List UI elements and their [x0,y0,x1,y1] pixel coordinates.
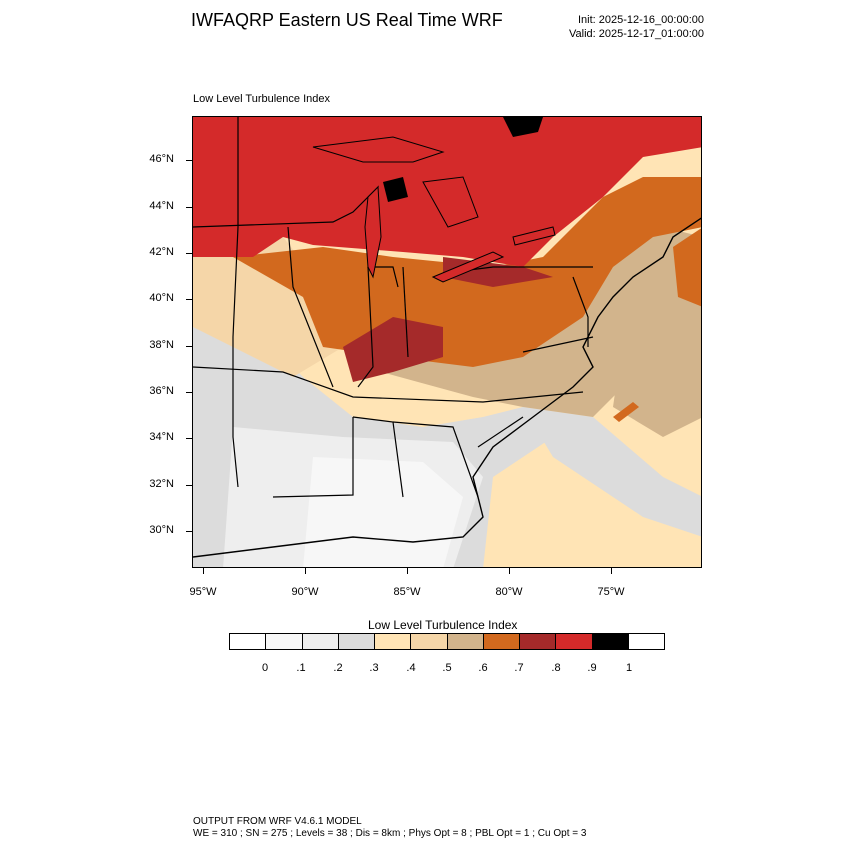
lon-label-85w: 85°W [393,586,421,598]
field-orange-east [673,228,701,307]
lat-label-32n: 32°N [149,478,174,490]
lat-tick [186,253,192,254]
model-footer: OUTPUT FROM WRF V4.6.1 MODEL WE = 310 ; … [193,816,586,840]
lake-superior [312,136,445,163]
colorbar-label: .9 [587,662,597,674]
colorbar-box [447,634,484,649]
lon-label-75w: 75°W [597,586,625,598]
valid-time: Valid: 2025-12-17_01:00:00 [569,28,704,40]
colorbar-box [411,634,448,649]
lat-tick [186,160,192,161]
lon-label-95w: 95°W [189,586,217,598]
map-title: IWFAQRP Eastern US Real Time WRF [191,10,503,30]
footer-line-1: OUTPUT FROM WRF V4.6.1 MODEL [193,816,362,827]
turbulence-field [193,117,701,567]
colorbar-box [483,634,520,649]
colorbar [229,633,665,650]
lat-label-44n: 44°N [149,200,174,212]
init-valid-times: Init: 2025-12-16_00:00:00 Valid: 2025-12… [569,13,704,41]
colorbar-label: .6 [478,662,488,674]
map-plot [192,116,702,568]
lake-michigan [364,185,382,279]
lon-label-90w: 90°W [291,586,319,598]
colorbar-label: .5 [442,662,452,674]
colorbar-box [592,634,629,649]
field-ocean-gray [523,407,701,537]
field-near-zero [303,457,463,567]
field-black-ne [503,117,543,137]
colorbar-title: Low Level Turbulence Index [368,618,518,632]
colorbar-box [556,634,593,649]
field-orange-ocean-streak [613,402,639,422]
colorbar-label: 1 [625,662,633,674]
lat-label-40n: 40°N [149,292,174,304]
lat-tick [186,485,192,486]
lat-label-46n: 46°N [149,153,174,165]
lat-tick [186,438,192,439]
footer-line-2: WE = 310 ; SN = 275 ; Levels = 38 ; Dis … [193,828,587,839]
lon-label-80w: 80°W [495,586,523,598]
panel-title: Low Level Turbulence Index [193,93,330,105]
lat-tick [186,299,192,300]
colorbar-box [375,634,412,649]
colorbar-label: .8 [551,662,561,674]
lat-label-30n: 30°N [149,524,174,536]
colorbar-box [629,634,664,649]
lat-tick [186,392,192,393]
lake-ontario [512,226,556,246]
lon-tick [509,568,510,574]
colorbar-label: .4 [406,662,416,674]
lat-tick [186,207,192,208]
colorbar-box [520,634,557,649]
lake-huron [422,176,479,228]
lat-label-38n: 38°N [149,339,174,351]
lat-tick [186,346,192,347]
colorbar-label: 0 [261,662,269,674]
lat-tick [186,531,192,532]
colorbar-box [230,634,267,649]
coastline [193,217,701,558]
lake-erie [431,251,505,283]
colorbar-box [338,634,375,649]
colorbar-label: .7 [514,662,524,674]
lat-label-34n: 34°N [149,431,174,443]
colorbar-label: .3 [369,662,379,674]
init-time: Init: 2025-12-16_00:00:00 [578,14,704,26]
lon-tick [407,568,408,574]
field-brown-core [343,317,443,382]
colorbar-box [266,634,303,649]
colorbar-label: .1 [296,662,306,674]
lat-label-42n: 42°N [149,246,174,258]
field-black-mich [383,177,408,202]
lon-tick [611,568,612,574]
lat-label-36n: 36°N [149,385,174,397]
lon-tick [305,568,306,574]
colorbar-box [302,634,339,649]
lon-tick [203,568,204,574]
colorbar-label: .2 [333,662,343,674]
